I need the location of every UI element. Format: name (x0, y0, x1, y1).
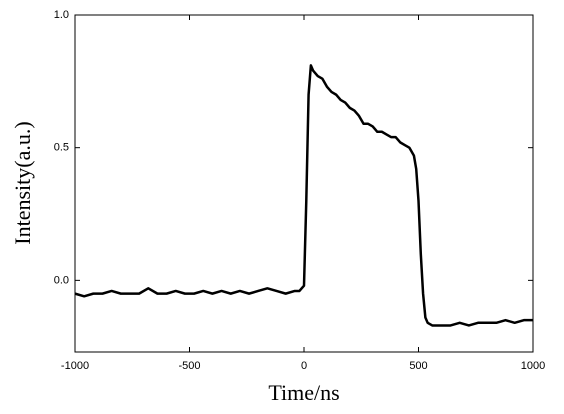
x-tick-label: 1000 (521, 360, 545, 372)
plot-frame (74, 14, 534, 353)
y-tick-label: 0.5 (54, 142, 69, 154)
x-tick-label: 500 (409, 360, 427, 372)
x-tick-label: -1000 (61, 360, 89, 372)
y-tick-label: 1.0 (54, 9, 69, 21)
x-tick-label: -500 (178, 360, 200, 372)
y-axis-title: Intensity(a.u.) (10, 121, 35, 244)
x-tick-label: 0 (301, 360, 307, 372)
x-axis-title: Time/ns (268, 380, 339, 405)
y-tick-label: 0.0 (54, 274, 69, 286)
data-line (74, 64, 533, 327)
